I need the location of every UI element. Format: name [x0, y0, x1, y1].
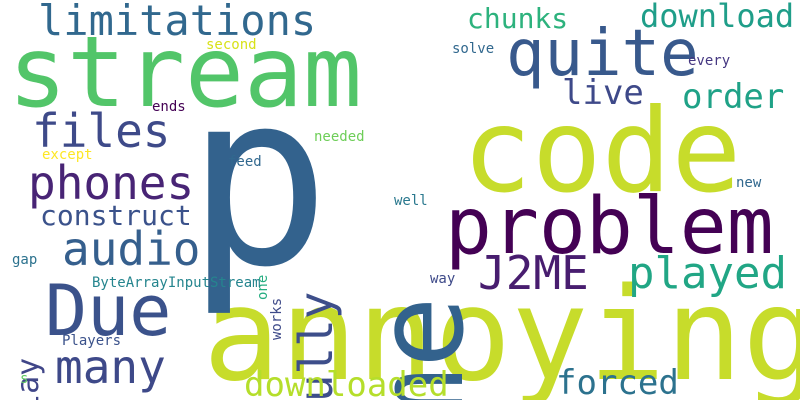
- word-construct: construct: [40, 199, 192, 232]
- word-feed: feed: [228, 154, 262, 170]
- word-way: way: [430, 271, 456, 287]
- word-bytearrayinputstream: ByteArrayInputStream: [92, 275, 261, 291]
- word-second: second: [206, 37, 257, 53]
- word-chunks: chunks: [467, 2, 569, 35]
- word-every: every: [688, 53, 731, 69]
- word-audio: audio: [62, 222, 201, 276]
- word-gap: gap: [12, 252, 38, 268]
- word-ends: ends: [152, 99, 186, 115]
- word-downloaded: downloaded: [244, 365, 449, 400]
- word-works: works: [269, 297, 285, 341]
- word-p: p: [186, 40, 331, 320]
- word-live: live: [562, 73, 644, 113]
- word-problem: problem: [445, 182, 774, 272]
- word-due: Due: [45, 270, 172, 352]
- word-well: well: [394, 193, 428, 209]
- word-needed: needed: [314, 129, 365, 145]
- word-played: played: [628, 248, 787, 299]
- word-s: s: [20, 371, 29, 387]
- word-limitations: limitations: [38, 0, 317, 45]
- word-j2me: J2ME: [478, 246, 589, 300]
- word-annoying: annoying: [203, 261, 800, 400]
- word-phones: phones: [28, 156, 195, 210]
- word-quite: quite: [506, 17, 699, 91]
- word-except: except: [42, 147, 93, 163]
- word-players: Players: [62, 333, 122, 349]
- word-order: order: [682, 77, 785, 117]
- word-play: play: [11, 357, 46, 400]
- word-new: new: [736, 175, 762, 191]
- word-solve: solve: [452, 41, 495, 57]
- word-files: files: [32, 104, 171, 158]
- word-code: code: [462, 84, 742, 219]
- word-download: download: [640, 0, 795, 35]
- word-stream: stream: [8, 16, 363, 130]
- word-forced: forced: [556, 363, 679, 400]
- word-many: many: [55, 340, 166, 394]
